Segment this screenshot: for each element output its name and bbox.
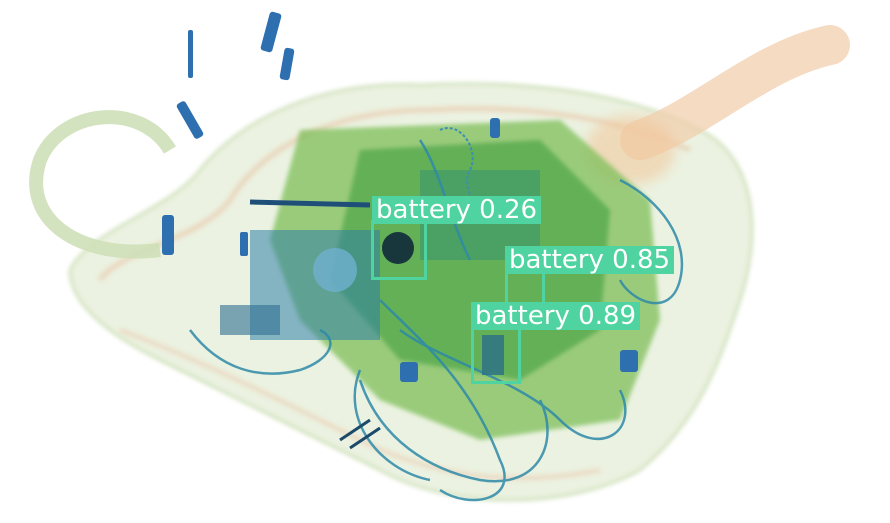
zipper-pulls: [162, 11, 638, 382]
probe-object: [249, 199, 371, 208]
detection-box-1: [371, 220, 427, 280]
elongated-object: [482, 335, 504, 375]
detection-label-3: battery 0.89: [471, 302, 641, 330]
cables: [189, 139, 684, 502]
detection-box-3: [471, 326, 521, 384]
bottom-pins: [339, 418, 381, 450]
handle-loop: [29, 110, 176, 259]
detection-label-2: battery 0.85: [505, 246, 675, 274]
detection-label-1: battery 0.26: [372, 196, 542, 224]
shoulder-strap: [620, 25, 850, 160]
dark-round-object: [382, 232, 414, 264]
